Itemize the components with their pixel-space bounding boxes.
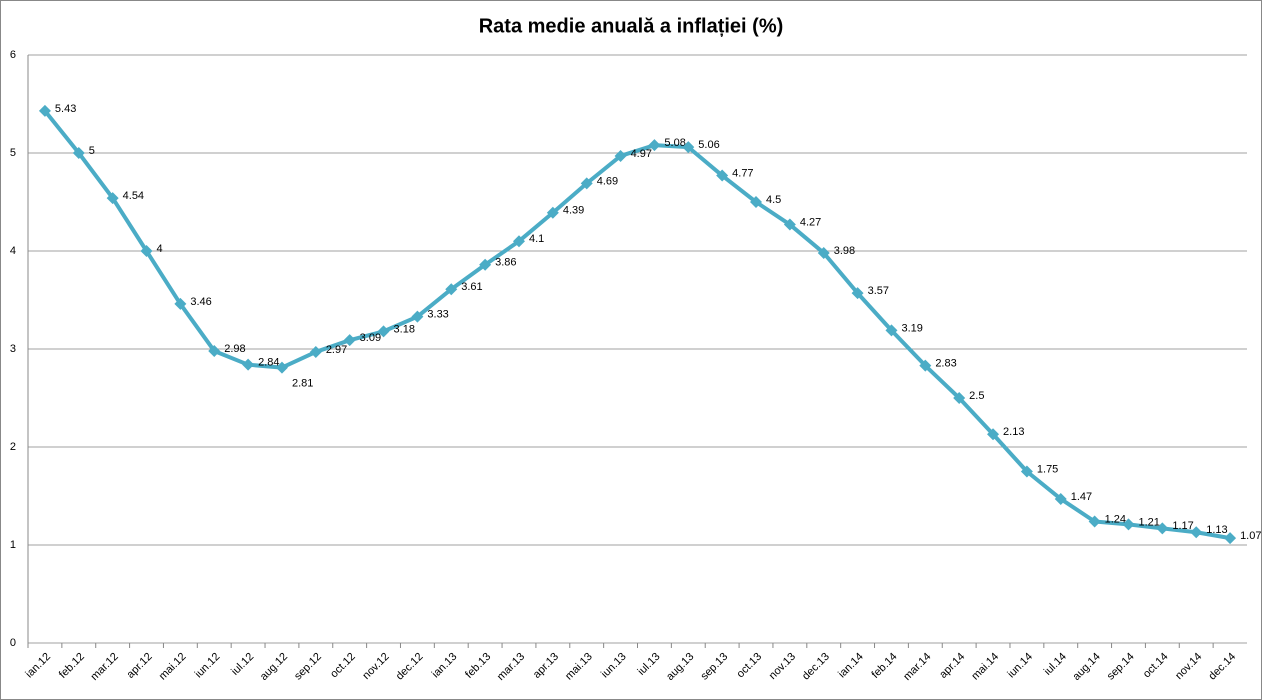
data-label: 3.86 [495, 257, 516, 269]
y-tick-label: 1 [10, 539, 16, 551]
data-label: 3.46 [190, 296, 211, 308]
data-label: 4.5 [766, 194, 781, 206]
data-label: 4.1 [529, 233, 544, 245]
marker [817, 246, 830, 259]
data-label: 1.07 [1240, 530, 1261, 542]
data-label: 1.13 [1206, 524, 1227, 536]
line [43, 109, 1231, 541]
marker [242, 358, 255, 371]
data-label: 1.75 [1037, 463, 1058, 475]
data-label: 4.27 [800, 216, 821, 228]
data-label: 2.97 [326, 344, 347, 356]
marker [275, 361, 288, 374]
data-label: 3.33 [427, 309, 448, 321]
y-tick-label: 4 [10, 245, 16, 257]
marker [309, 345, 322, 358]
chart-title: Rata medie anuală a inflației (%) [479, 15, 784, 37]
marker [783, 218, 796, 231]
y-tick-label: 6 [10, 49, 16, 61]
data-label: 2.13 [1003, 426, 1024, 438]
marker [106, 192, 119, 205]
marker [953, 392, 966, 404]
data-label: 3.19 [901, 322, 922, 334]
marker [1020, 465, 1033, 478]
data-label: 1.21 [1138, 516, 1159, 528]
marker [851, 287, 864, 300]
marker [987, 428, 1000, 441]
y-tick-label: 3 [10, 343, 16, 355]
data-label: 1.24 [1105, 513, 1126, 525]
marker [919, 359, 932, 372]
marker [445, 283, 458, 296]
data-label: 3.09 [360, 332, 381, 344]
data-label: 4 [157, 243, 163, 255]
marker [343, 334, 356, 347]
data-label: 5.08 [664, 137, 685, 149]
y-tick-label: 5 [10, 147, 16, 159]
marker [1190, 526, 1203, 539]
data-label: 3.98 [834, 245, 855, 257]
data-label: 2.98 [224, 343, 245, 355]
marker [682, 141, 695, 154]
data-label: 4.54 [123, 190, 144, 202]
data-label: 2.5 [969, 390, 984, 402]
data-label: 1.47 [1071, 491, 1092, 503]
marker [546, 206, 559, 219]
marker [1224, 532, 1237, 545]
marker [580, 177, 593, 190]
data-label: 3.18 [394, 323, 415, 335]
marker [1156, 522, 1169, 535]
marker [1122, 518, 1135, 531]
marker [208, 344, 221, 357]
marker [140, 245, 153, 257]
marker [38, 104, 51, 117]
marker [648, 139, 661, 152]
data-label: 2.81 [292, 378, 313, 390]
data-label: 4.97 [631, 148, 652, 160]
marker [411, 310, 424, 323]
marker [72, 147, 85, 159]
data-label: 5.06 [698, 139, 719, 151]
marker [174, 297, 187, 310]
data-label: 5.43 [55, 103, 76, 115]
data-label: 2.83 [935, 358, 956, 370]
data-label: 1.17 [1172, 520, 1193, 532]
marker [377, 325, 390, 338]
marker [1088, 515, 1101, 528]
marker [512, 235, 525, 248]
data-label: 3.61 [461, 281, 482, 293]
marker [1054, 492, 1067, 505]
data-label: 4.69 [597, 175, 618, 187]
data-label: 3.57 [868, 285, 889, 297]
marker [750, 196, 763, 208]
data-label: 4.39 [563, 205, 584, 217]
data-label: 2.84 [258, 357, 279, 369]
y-tick-label: 0 [10, 637, 16, 649]
marker [716, 169, 729, 182]
marker [885, 324, 898, 337]
marker [614, 149, 627, 162]
marker [479, 258, 492, 271]
data-label: 4.77 [732, 167, 753, 179]
data-label: 5 [89, 145, 95, 157]
y-tick-label: 2 [10, 441, 16, 453]
